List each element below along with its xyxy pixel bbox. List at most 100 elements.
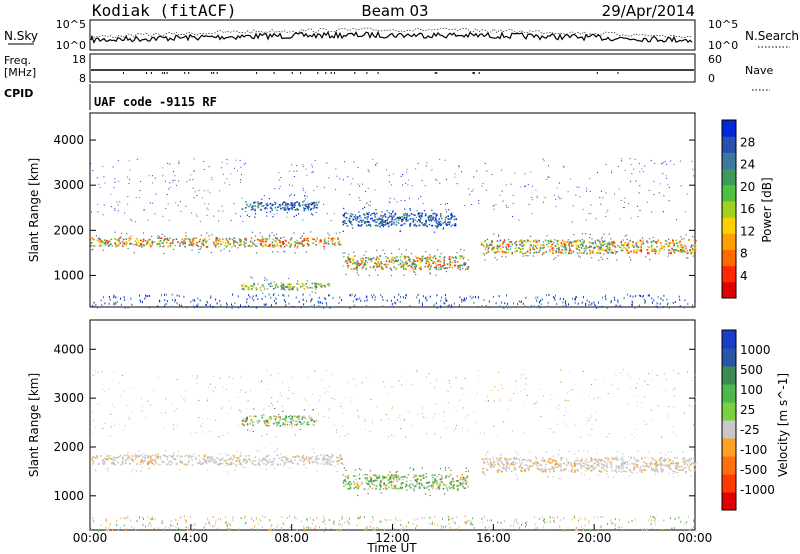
scatter-point (406, 260, 408, 262)
scatter-point (440, 478, 443, 480)
scatter-point (575, 296, 577, 299)
scatter-point (227, 432, 229, 434)
scatter-point (162, 215, 164, 217)
scatter-point (278, 422, 280, 424)
scatter-point (518, 300, 520, 303)
scatter-point (491, 249, 493, 252)
scatter-point (273, 281, 275, 283)
scatter-point (178, 162, 180, 164)
scatter-point (445, 209, 447, 211)
scatter-point (577, 302, 579, 305)
scatter-point (559, 252, 562, 254)
scatter-point (351, 216, 353, 218)
scatter-point (562, 469, 565, 471)
scatter-point (535, 189, 537, 191)
scatter-point (149, 202, 151, 204)
scatter-point (302, 207, 305, 209)
scatter-point (487, 450, 489, 452)
scatter-point (431, 478, 434, 481)
scatter-point (471, 190, 473, 192)
scatter-point (301, 245, 304, 247)
scatter-point (374, 479, 376, 482)
scatter-point (453, 484, 455, 486)
scatter-point (450, 214, 452, 216)
scatter-point (420, 196, 422, 198)
scatter-point (375, 266, 378, 268)
scatter-point (274, 188, 276, 190)
scatter-point (276, 447, 279, 449)
scatter-point (425, 473, 427, 475)
scatter-point (268, 235, 271, 237)
scatter-point (406, 171, 408, 173)
scatter-point (147, 463, 149, 466)
scatter-point (563, 462, 565, 465)
scatter-point (443, 263, 446, 265)
scatter-point (673, 243, 676, 245)
scatter-point (465, 483, 467, 485)
scatter-point (607, 393, 609, 394)
scatter-point (154, 213, 156, 215)
scatter-point (597, 248, 600, 251)
scatter-point (647, 451, 649, 453)
scatter-point (323, 457, 325, 459)
scatter-point (564, 248, 566, 250)
scatter-point (412, 214, 414, 216)
scatter-point (607, 209, 609, 211)
scatter-point (450, 483, 453, 486)
scatter-point (586, 252, 588, 254)
scatter-point (389, 477, 392, 480)
scatter-point (356, 260, 359, 262)
scatter-point (193, 171, 195, 172)
scatter-point (376, 480, 378, 482)
scatter-point (445, 223, 447, 225)
scatter-point (607, 243, 610, 246)
scatter-point (438, 269, 440, 271)
scatter-point (597, 251, 599, 254)
scatter-point (310, 231, 312, 233)
scatter-point (556, 407, 558, 409)
scatter-point (95, 235, 97, 237)
scatter-point (282, 424, 284, 426)
scatter-point (663, 464, 666, 467)
scatter-point (114, 209, 116, 211)
scatter-point (670, 251, 672, 254)
scatter-point (275, 416, 278, 418)
scatter-point (145, 294, 146, 297)
scatter-point (567, 461, 570, 464)
scatter-point (460, 248, 462, 251)
scatter-point (376, 162, 378, 164)
scatter-point (311, 213, 313, 215)
scatter-point (692, 245, 694, 247)
scatter-point (311, 164, 313, 166)
scatter-point (350, 221, 352, 223)
scatter-point (390, 484, 393, 486)
scatter-point (436, 223, 439, 225)
scatter-point (127, 203, 129, 205)
scatter-point (418, 216, 421, 218)
scatter-point (196, 382, 198, 384)
scatter-point (349, 259, 351, 261)
scatter-point (438, 488, 441, 490)
scatter-point (565, 407, 567, 409)
scatter-point (387, 216, 389, 219)
scatter-point (595, 458, 597, 461)
scatter-point (302, 293, 304, 296)
scatter-point (433, 255, 436, 257)
scatter-point (157, 235, 159, 237)
scatter-point (291, 305, 293, 308)
scatter-point (657, 405, 659, 407)
scatter-point (668, 249, 671, 252)
scatter-point (388, 418, 390, 420)
scatter-point (104, 239, 106, 241)
scatter-point (454, 256, 457, 258)
nave-point (377, 72, 379, 74)
scatter-point (473, 176, 475, 178)
scatter-point (292, 462, 295, 465)
scatter-point (415, 225, 418, 228)
scatter-point (633, 456, 636, 459)
scatter-point (126, 454, 128, 457)
scatter-point (633, 251, 635, 254)
scatter-point (395, 476, 398, 478)
scatter-point (445, 475, 448, 477)
scatter-point (547, 458, 550, 460)
